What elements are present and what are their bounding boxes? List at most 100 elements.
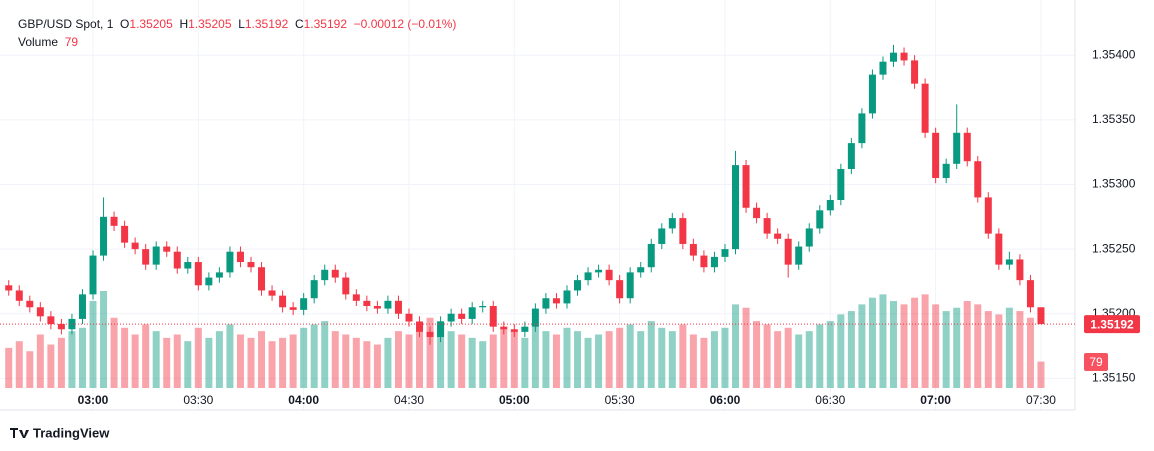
change: −0.00012 (−0.01%) <box>353 17 457 31</box>
volume-bar <box>721 327 729 388</box>
candle-body <box>68 318 76 330</box>
volume-bar <box>1026 317 1034 388</box>
candle-body <box>416 321 424 332</box>
candle-body <box>710 256 718 268</box>
volume-bar <box>384 337 392 388</box>
candle-body <box>142 249 150 265</box>
volume-bar <box>279 337 287 388</box>
last-price-tag <box>1084 315 1140 334</box>
candle-body <box>26 300 34 308</box>
volume-bar <box>289 334 297 388</box>
volume-bar <box>226 324 234 388</box>
candle-body <box>1016 259 1024 281</box>
brand: TradingView <box>33 425 110 440</box>
volume-bar <box>1037 361 1045 388</box>
volume-bar <box>521 337 529 388</box>
volume-bar <box>205 337 213 388</box>
volume-bar <box>47 344 55 388</box>
logo: TradingView <box>10 425 110 440</box>
candle-body <box>647 243 655 268</box>
volume-bar <box>416 327 424 388</box>
candle-body <box>963 132 971 162</box>
candle-body <box>1037 307 1045 325</box>
volume-bar <box>236 334 244 388</box>
volume-bar <box>510 331 518 388</box>
candle-body <box>331 269 339 278</box>
volume-bar <box>89 301 97 388</box>
volume-bar <box>658 327 666 388</box>
candle-body <box>1005 259 1013 265</box>
x-tick-label: 03:30 <box>183 393 213 407</box>
candle-body <box>1026 280 1034 308</box>
volume-bar <box>458 334 466 388</box>
volume-bar <box>352 337 360 388</box>
candle-body <box>574 280 582 291</box>
volume-bar <box>447 331 455 388</box>
candle-body <box>479 305 487 308</box>
volume-bar <box>911 297 919 388</box>
candle-body <box>247 262 255 268</box>
volume-label: Volume <box>18 35 59 49</box>
volume-bar <box>373 344 381 388</box>
y-tick-label: 1.35400 <box>1092 47 1136 61</box>
h-label: H <box>179 17 189 31</box>
candle-body <box>100 216 108 256</box>
candle-body <box>689 243 697 256</box>
candle-body <box>173 251 181 269</box>
candle-body <box>552 298 560 304</box>
volume-bar <box>194 327 202 388</box>
volume-bar <box>437 321 445 388</box>
volume-bar <box>637 331 645 388</box>
volume-bar <box>426 317 434 388</box>
volume-bar <box>184 341 192 388</box>
y-tick-label: 1.35300 <box>1092 177 1136 191</box>
volume-bar <box>595 334 603 388</box>
volume-bar <box>152 331 160 388</box>
volume-bar <box>732 304 740 388</box>
x-tick-label: 04:00 <box>288 393 319 407</box>
volume-bar <box>963 301 971 388</box>
symbol: GBP/USD Spot, 1 <box>18 17 114 31</box>
candle-body <box>816 210 824 229</box>
volume-bar <box>268 341 276 388</box>
candle-body <box>753 207 761 219</box>
volume-bar <box>837 314 845 388</box>
candle-body <box>426 331 434 338</box>
volume-tag-label: 79 <box>1089 355 1103 369</box>
candle-body <box>847 143 855 169</box>
volume-bar <box>163 337 171 388</box>
volume-bar <box>984 311 992 388</box>
candle-body <box>78 294 86 319</box>
volume-bar <box>15 341 23 388</box>
volume-bar <box>215 331 223 388</box>
volume-bar <box>574 331 582 388</box>
candle-body <box>563 290 571 304</box>
candle-body <box>510 329 518 332</box>
volume-bar <box>405 334 413 388</box>
x-tick-label: 04:30 <box>394 393 424 407</box>
volume-bar <box>668 331 676 388</box>
x-tick-label: 06:00 <box>710 393 741 407</box>
candle-body <box>742 165 750 208</box>
volume-bar <box>932 304 940 388</box>
volume-bar <box>584 337 592 388</box>
candle-body <box>784 238 792 265</box>
volume-bar <box>795 334 803 388</box>
volume-bar <box>489 334 497 388</box>
candle-body <box>110 216 118 226</box>
volume-bar <box>816 324 824 388</box>
candle-body <box>47 316 55 325</box>
candle-body <box>805 228 813 247</box>
x-tick-label: 05:30 <box>605 393 635 407</box>
volume-bar <box>57 337 65 388</box>
volume-bar <box>5 347 13 388</box>
candle-body <box>879 61 887 75</box>
last-price-label: 1.35192 <box>1090 317 1134 331</box>
volume-bar <box>616 327 624 388</box>
candle-body <box>868 74 876 114</box>
volume-bar <box>942 311 950 388</box>
candle-body <box>363 300 371 306</box>
candle-body <box>679 218 687 244</box>
volume-bar <box>647 321 655 388</box>
